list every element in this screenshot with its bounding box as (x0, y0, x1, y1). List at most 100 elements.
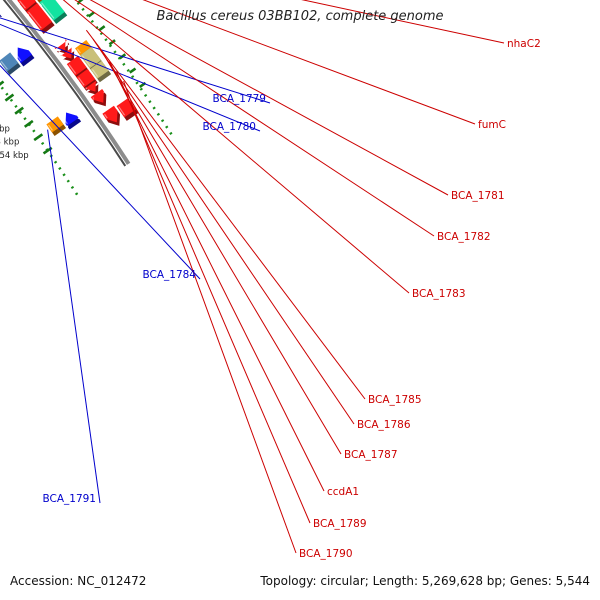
gene-BCA_1789-face (84, 80, 97, 92)
gene-label-BCA_1779[interactable]: BCA_1779 (212, 93, 266, 105)
kbp-scale-labels: 1643 kbp1644 kbp1645 kbp1646 kbp1647 kbp… (0, 111, 29, 161)
tick-marks (0, 0, 147, 155)
leader-line (92, 38, 355, 425)
gene-BCA_1783-face (39, 0, 65, 21)
gene-BCA_1786-face (75, 39, 92, 56)
gene-BCA_1789 (84, 80, 99, 96)
gene-label-BCA_1784[interactable]: BCA_1784 (142, 269, 196, 281)
gene-BCA_1791b-highlight (48, 124, 53, 131)
gene-label-nhaC2[interactable]: nhaC2 (507, 38, 541, 50)
gene-red-highlight (104, 113, 108, 119)
gene-BCA_1791-highlight (62, 116, 68, 125)
gene-label-BCA_1787[interactable]: BCA_1787 (344, 449, 398, 461)
gene-label-BCA_1781[interactable]: BCA_1781 (451, 190, 505, 202)
gene-red (76, 68, 98, 91)
gene-red-face (26, 2, 53, 31)
gene-BCA_1784-highlight (0, 60, 8, 70)
gene-features (0, 0, 139, 137)
leader-line (142, 0, 476, 125)
gene-label-ccdA1[interactable]: ccdA1 (327, 486, 359, 498)
gene-labels: nhaC2 fumC BCA_1779 BCA_1780 BCA_1781 BCA_178… (42, 38, 540, 560)
gene-red-highlight (61, 54, 64, 57)
gene-BCA_1790-face (90, 88, 104, 103)
leader-line (0, 17, 271, 104)
gene-BCA_1786-highlight (76, 48, 81, 54)
leader-line (109, 61, 325, 492)
forward-track-tick (108, 39, 116, 46)
gene-red-highlight (19, 0, 26, 9)
forward-track-tick (129, 67, 137, 74)
leader-line (74, 0, 435, 237)
reverse-track-tick (0, 80, 5, 86)
leader-line (89, 0, 449, 196)
reverse-track-tick (33, 133, 44, 142)
leader-line (47, 129, 101, 504)
kbp-label: 1653 kbp (0, 138, 19, 148)
gene-red-face (66, 55, 87, 76)
gene-BCA_1780-shadow (0, 14, 3, 18)
gene-BCA_1784b-face (17, 47, 32, 64)
gene-BCA_1784-face (0, 52, 19, 72)
gene-BCA_1791 (62, 112, 82, 130)
forward-track-tick (87, 11, 95, 18)
reverse-track-tick (14, 106, 24, 115)
gene-BCA_1785-face (54, 38, 67, 51)
gene-BCA_1784b (13, 47, 35, 67)
gene-BCA_1789-highlight (85, 87, 88, 90)
gene-label-BCA_1783[interactable]: BCA_1783 (412, 288, 466, 300)
gene-red-highlight (28, 11, 42, 29)
gene-label-BCA_1791[interactable]: BCA_1791 (42, 493, 96, 505)
gene-ccdA1 (90, 60, 112, 83)
gene-BCA_1791-face (65, 112, 79, 127)
leader-line (0, 23, 261, 132)
gene-BCA_1783 (39, 0, 68, 24)
reverse-track-tick (23, 119, 34, 128)
gene-red-highlight (118, 106, 126, 116)
reverse-track-tick (4, 93, 15, 102)
gene-label-BCA_1786[interactable]: BCA_1786 (357, 419, 411, 431)
leader-line (301, 0, 505, 44)
gene-label-BCA_1789[interactable]: BCA_1789 (313, 518, 367, 530)
gene-red (26, 2, 55, 34)
gene-label-BCA_1782[interactable]: BCA_1782 (437, 231, 491, 243)
gene-red (102, 105, 121, 126)
genome-title: Bacillus cereus 03BB102, complete genome (156, 9, 444, 24)
accession-text: Accession: NC_012472 (10, 574, 147, 588)
leader-line (85, 29, 366, 400)
gene-BCA_1784 (0, 52, 21, 75)
label-leaders (0, 0, 505, 554)
leader-line (62, 0, 410, 294)
leader-line (116, 71, 311, 524)
leader-line (0, 65, 201, 280)
leader-line (100, 49, 342, 455)
gene-BCA_1780 (0, 14, 3, 18)
gene-BCA_1784b-highlight (13, 51, 22, 62)
gene-label-BCA_1790[interactable]: BCA_1790 (299, 548, 353, 560)
genome-backbone (2, 0, 131, 167)
genome-summary-text: Topology: circular; Length: 5,269,628 bp… (260, 574, 590, 588)
gene-red-face (17, 0, 37, 11)
backbone-outer (6, 0, 131, 165)
gene-red-face (60, 47, 72, 59)
gene-red-face (102, 105, 118, 123)
gene-BCA_1783-highlight (41, 2, 55, 19)
gene-red-highlight (78, 77, 85, 86)
leader-line (123, 81, 297, 554)
gene-ccdA1-face (90, 60, 109, 79)
gene-red (17, 0, 39, 14)
gene-label-BCA_1780[interactable]: BCA_1780 (202, 121, 256, 133)
gene-BCA_1790 (90, 88, 107, 107)
gene-label-BCA_1785[interactable]: BCA_1785 (368, 394, 422, 406)
forward-track-tick (98, 25, 106, 32)
gene-red-highlight (68, 64, 77, 74)
backbone-inner (2, 0, 127, 167)
gene-label-fumC[interactable]: fumC (478, 119, 506, 131)
gene-ccdA1-highlight (91, 69, 99, 77)
gene-BCA_1787-highlight (81, 55, 91, 67)
kbp-label: 1654 kbp (0, 151, 29, 161)
kbp-label: 1652 kbp (0, 125, 10, 135)
gene-BCA_1787-face (80, 46, 102, 69)
gene-red-face (76, 68, 96, 88)
